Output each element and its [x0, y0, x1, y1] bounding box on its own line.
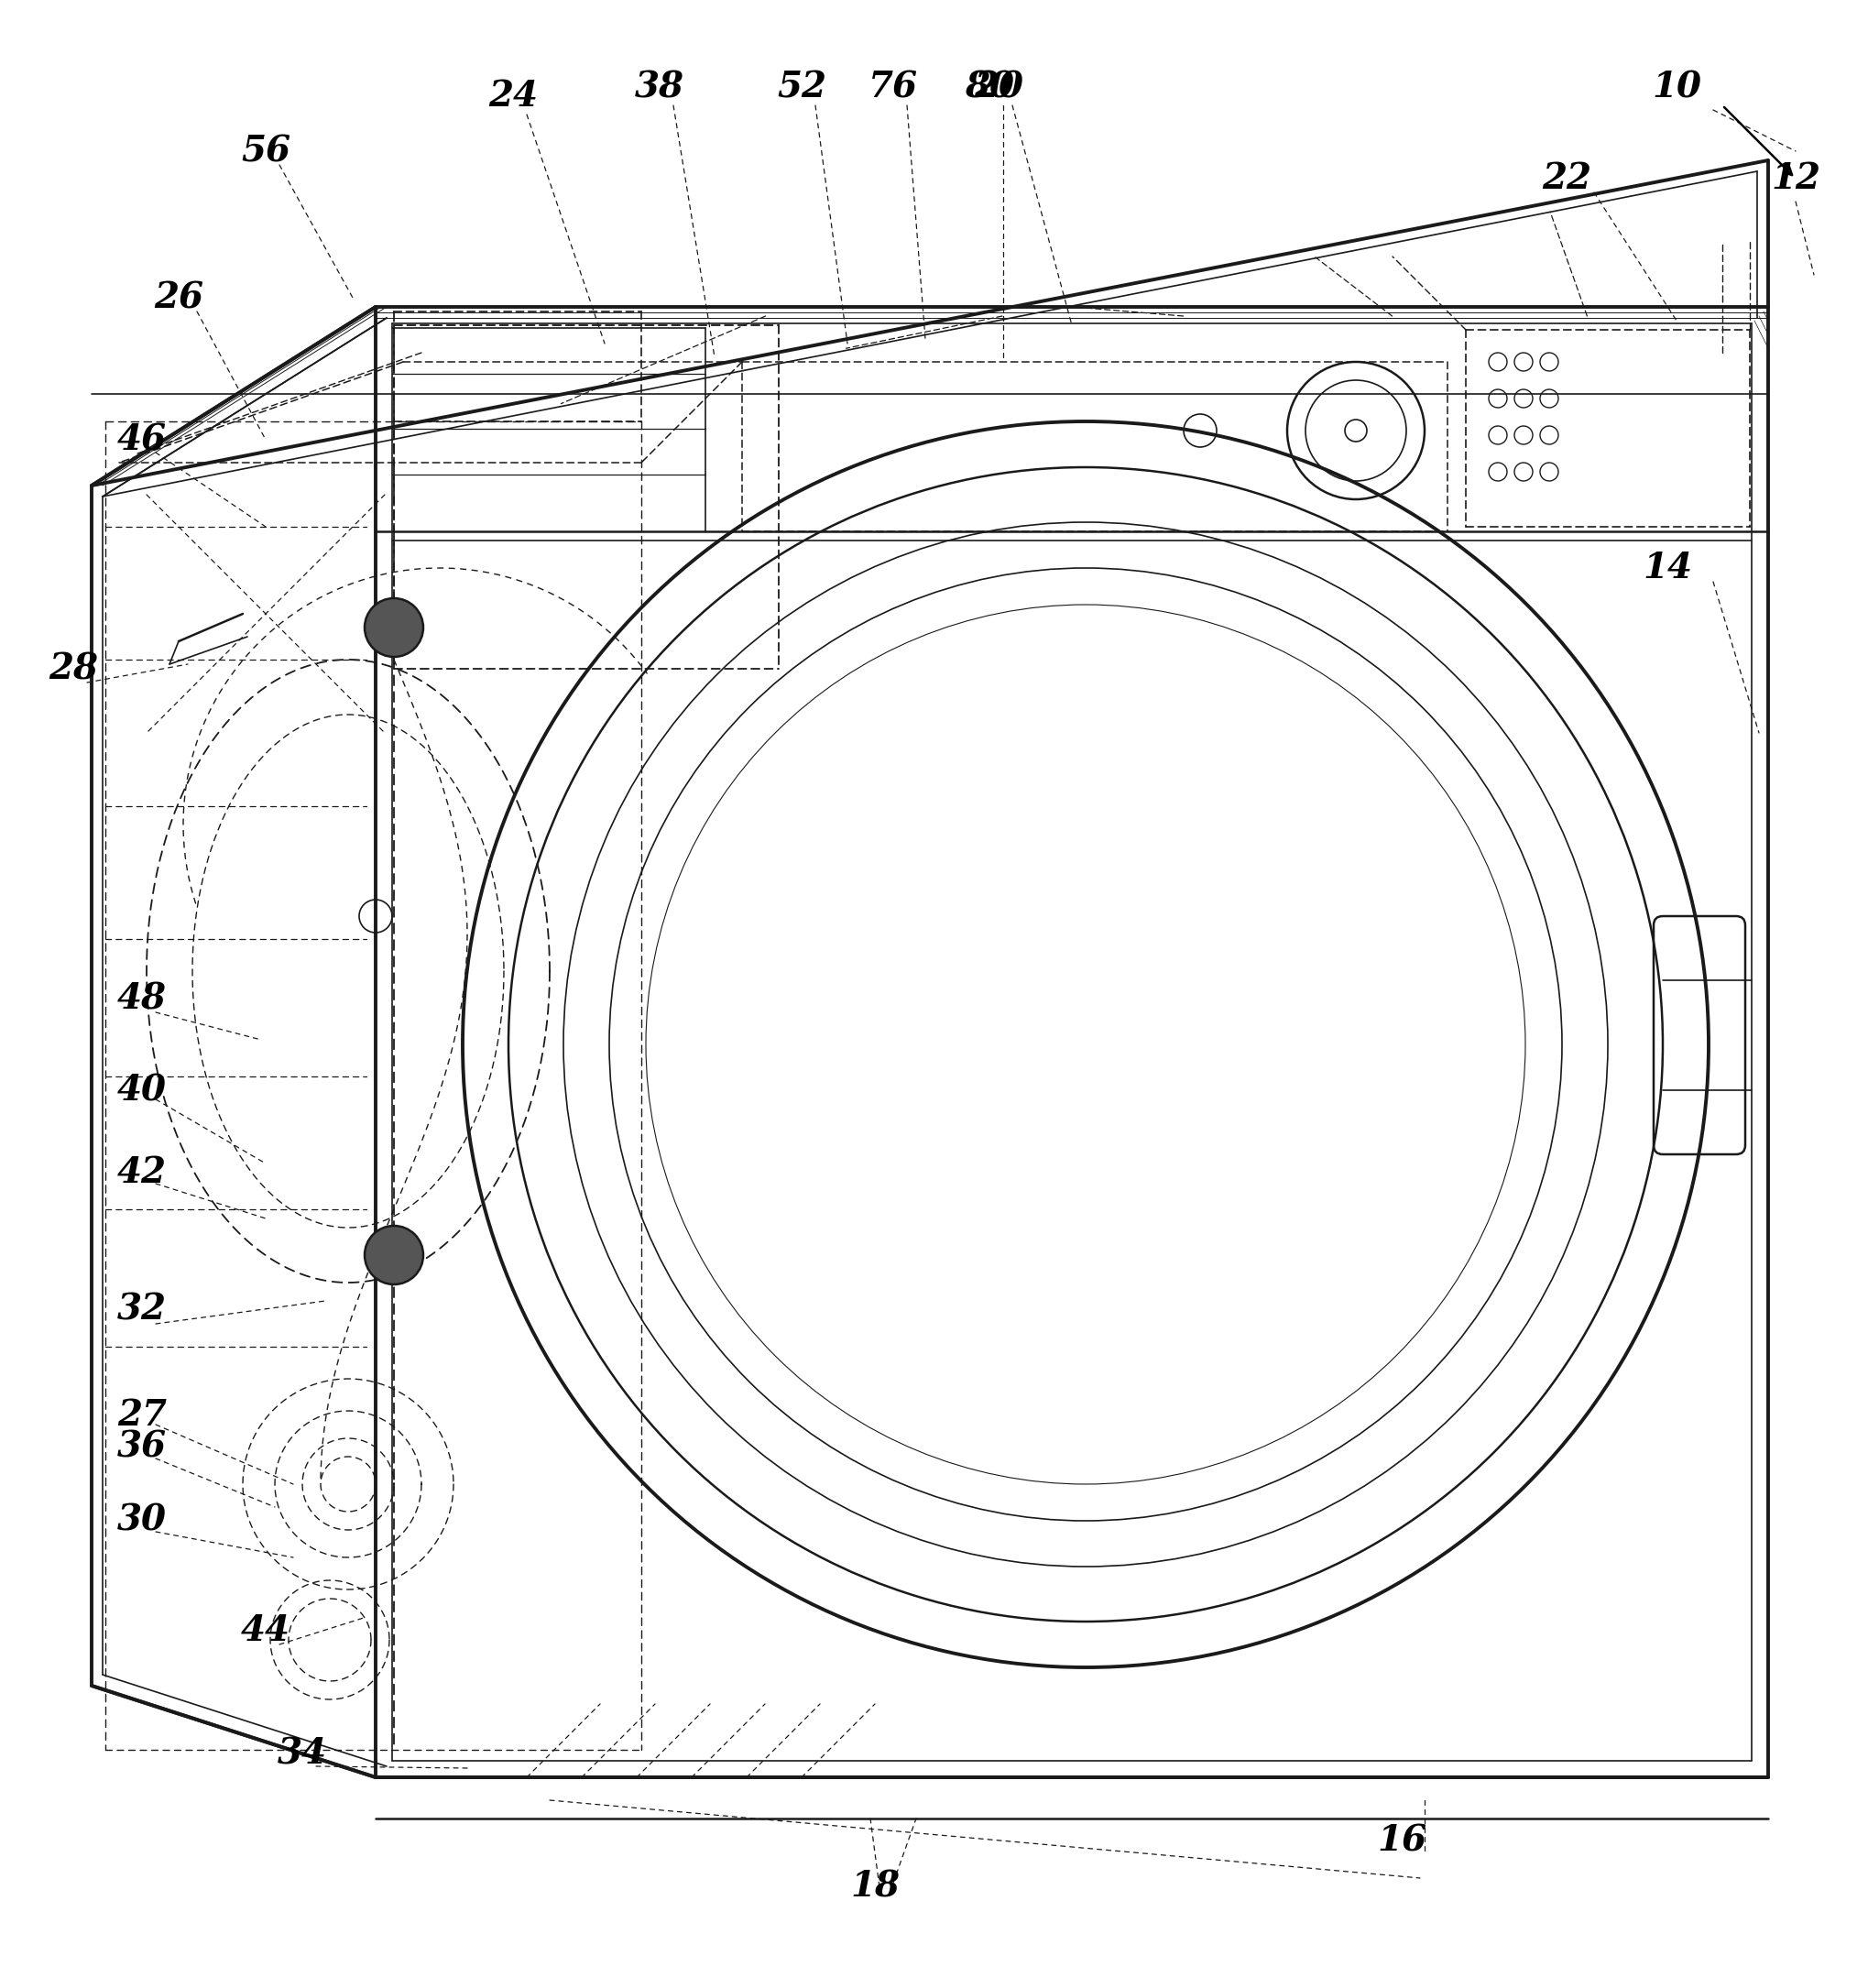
- Text: 76: 76: [869, 70, 917, 105]
- Text: 12: 12: [1771, 161, 1819, 197]
- Text: 40: 40: [118, 1074, 166, 1107]
- Text: 26: 26: [153, 280, 204, 316]
- Text: 44: 44: [241, 1614, 290, 1648]
- Text: 16: 16: [1377, 1825, 1425, 1859]
- Text: 10: 10: [1651, 70, 1700, 105]
- Text: 34: 34: [278, 1738, 327, 1771]
- Text: 27: 27: [118, 1398, 166, 1433]
- Text: 14: 14: [1642, 551, 1691, 584]
- Text: 42: 42: [118, 1155, 166, 1191]
- Text: 22: 22: [1541, 161, 1590, 197]
- Circle shape: [364, 598, 422, 656]
- Text: 52: 52: [777, 70, 826, 105]
- Text: 24: 24: [488, 80, 538, 113]
- Text: 18: 18: [850, 1871, 899, 1905]
- Circle shape: [364, 1227, 422, 1284]
- Text: 80: 80: [964, 70, 1014, 105]
- Text: 48: 48: [118, 982, 166, 1016]
- Text: 36: 36: [118, 1429, 166, 1465]
- Text: 56: 56: [241, 133, 290, 169]
- Text: 38: 38: [635, 70, 684, 105]
- Text: 30: 30: [118, 1503, 166, 1539]
- Text: 28: 28: [49, 652, 97, 686]
- Text: 20: 20: [973, 70, 1024, 105]
- Text: 46: 46: [118, 421, 166, 457]
- Text: 32: 32: [118, 1292, 166, 1328]
